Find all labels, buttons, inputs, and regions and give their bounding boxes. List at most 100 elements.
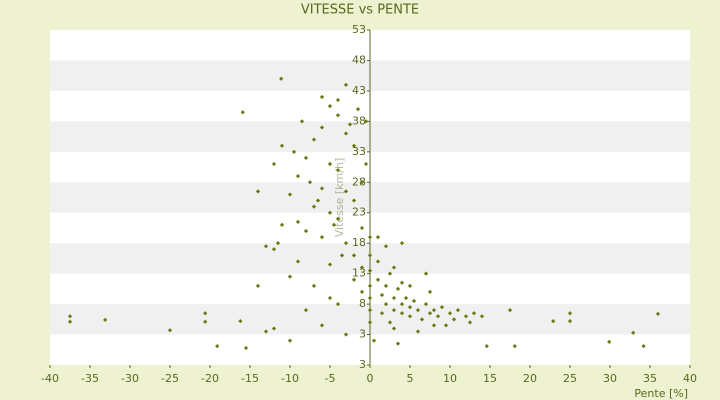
point: [359, 289, 365, 295]
point: [641, 343, 646, 349]
point: [367, 234, 373, 240]
x-axis-title: Pente [%]: [634, 387, 688, 400]
point: [279, 143, 285, 148]
y-tick-label: 38: [352, 114, 366, 127]
point: [367, 268, 373, 273]
point: [327, 295, 333, 301]
x-tick-label: -25: [161, 372, 179, 385]
point: [275, 241, 281, 246]
point: [631, 330, 636, 335]
point: [263, 244, 269, 249]
x-tick-label: 30: [603, 372, 617, 385]
point: [243, 345, 249, 351]
point: [375, 277, 381, 282]
x-tick-label: 5: [407, 372, 414, 385]
point: [271, 161, 277, 167]
point: [439, 305, 445, 310]
point: [379, 292, 385, 298]
point: [399, 280, 405, 285]
point: [327, 161, 333, 167]
point: [391, 326, 397, 331]
point: [567, 311, 573, 316]
point: [307, 180, 313, 185]
point: [331, 222, 337, 228]
point: [379, 311, 385, 316]
point: [375, 259, 381, 264]
point: [423, 301, 429, 307]
point: [315, 198, 321, 203]
point: [512, 343, 517, 349]
y-tick-label: 28: [352, 175, 366, 188]
point: [271, 326, 277, 331]
point: [263, 329, 269, 334]
point: [319, 323, 325, 328]
x-tick-label: -40: [41, 372, 59, 385]
point: [387, 271, 393, 276]
point: [359, 180, 365, 185]
point: [295, 259, 301, 264]
x-tick-label: -20: [201, 372, 219, 385]
point: [387, 320, 393, 325]
x-tick-label: 40: [683, 372, 697, 385]
point: [279, 222, 285, 228]
point: [203, 311, 208, 316]
point: [479, 314, 485, 319]
point: [319, 186, 325, 191]
point: [419, 317, 425, 322]
x-tick-label: -10: [281, 372, 299, 385]
point: [295, 174, 301, 179]
point: [383, 301, 389, 307]
point: [351, 198, 357, 203]
point: [399, 241, 405, 246]
point: [415, 329, 421, 334]
point: [655, 311, 661, 316]
point: [435, 314, 441, 319]
point: [359, 265, 365, 270]
x-tick-label: 0: [367, 372, 374, 385]
point: [311, 283, 317, 288]
point: [335, 167, 341, 173]
point: [423, 271, 429, 276]
point: [467, 320, 473, 325]
point: [359, 225, 365, 231]
point: [463, 314, 469, 319]
point: [343, 241, 349, 246]
y-tick-label: 43: [352, 84, 366, 97]
point: [335, 301, 341, 307]
point: [371, 338, 377, 343]
point: [287, 274, 293, 279]
point: [507, 308, 513, 313]
y-tick-label: 33: [352, 145, 366, 158]
point: [295, 219, 301, 224]
x-tick-label: 20: [523, 372, 537, 385]
point: [203, 319, 208, 324]
x-tick-label: 15: [483, 372, 497, 385]
point: [367, 295, 373, 301]
point: [215, 343, 220, 349]
point: [327, 262, 333, 267]
y-tick-label: 8: [359, 297, 366, 310]
point: [303, 155, 309, 161]
point: [407, 305, 413, 310]
y-tick-label: 23: [352, 206, 366, 219]
point: [351, 253, 357, 258]
point: [311, 137, 317, 142]
point: [335, 216, 341, 221]
point: [343, 189, 349, 194]
point: [447, 311, 453, 316]
point: [484, 343, 489, 349]
point: [395, 286, 401, 291]
x-tick-label: -35: [81, 372, 99, 385]
point: [351, 143, 357, 148]
point: [167, 328, 173, 333]
point: [287, 192, 293, 197]
point: [427, 311, 433, 316]
point: [383, 244, 389, 249]
x-tick-label: -5: [325, 372, 336, 385]
point: [407, 283, 413, 288]
y-tick-label: 13: [352, 267, 366, 280]
y-tick-label: 3: [359, 358, 366, 371]
point: [367, 308, 373, 313]
